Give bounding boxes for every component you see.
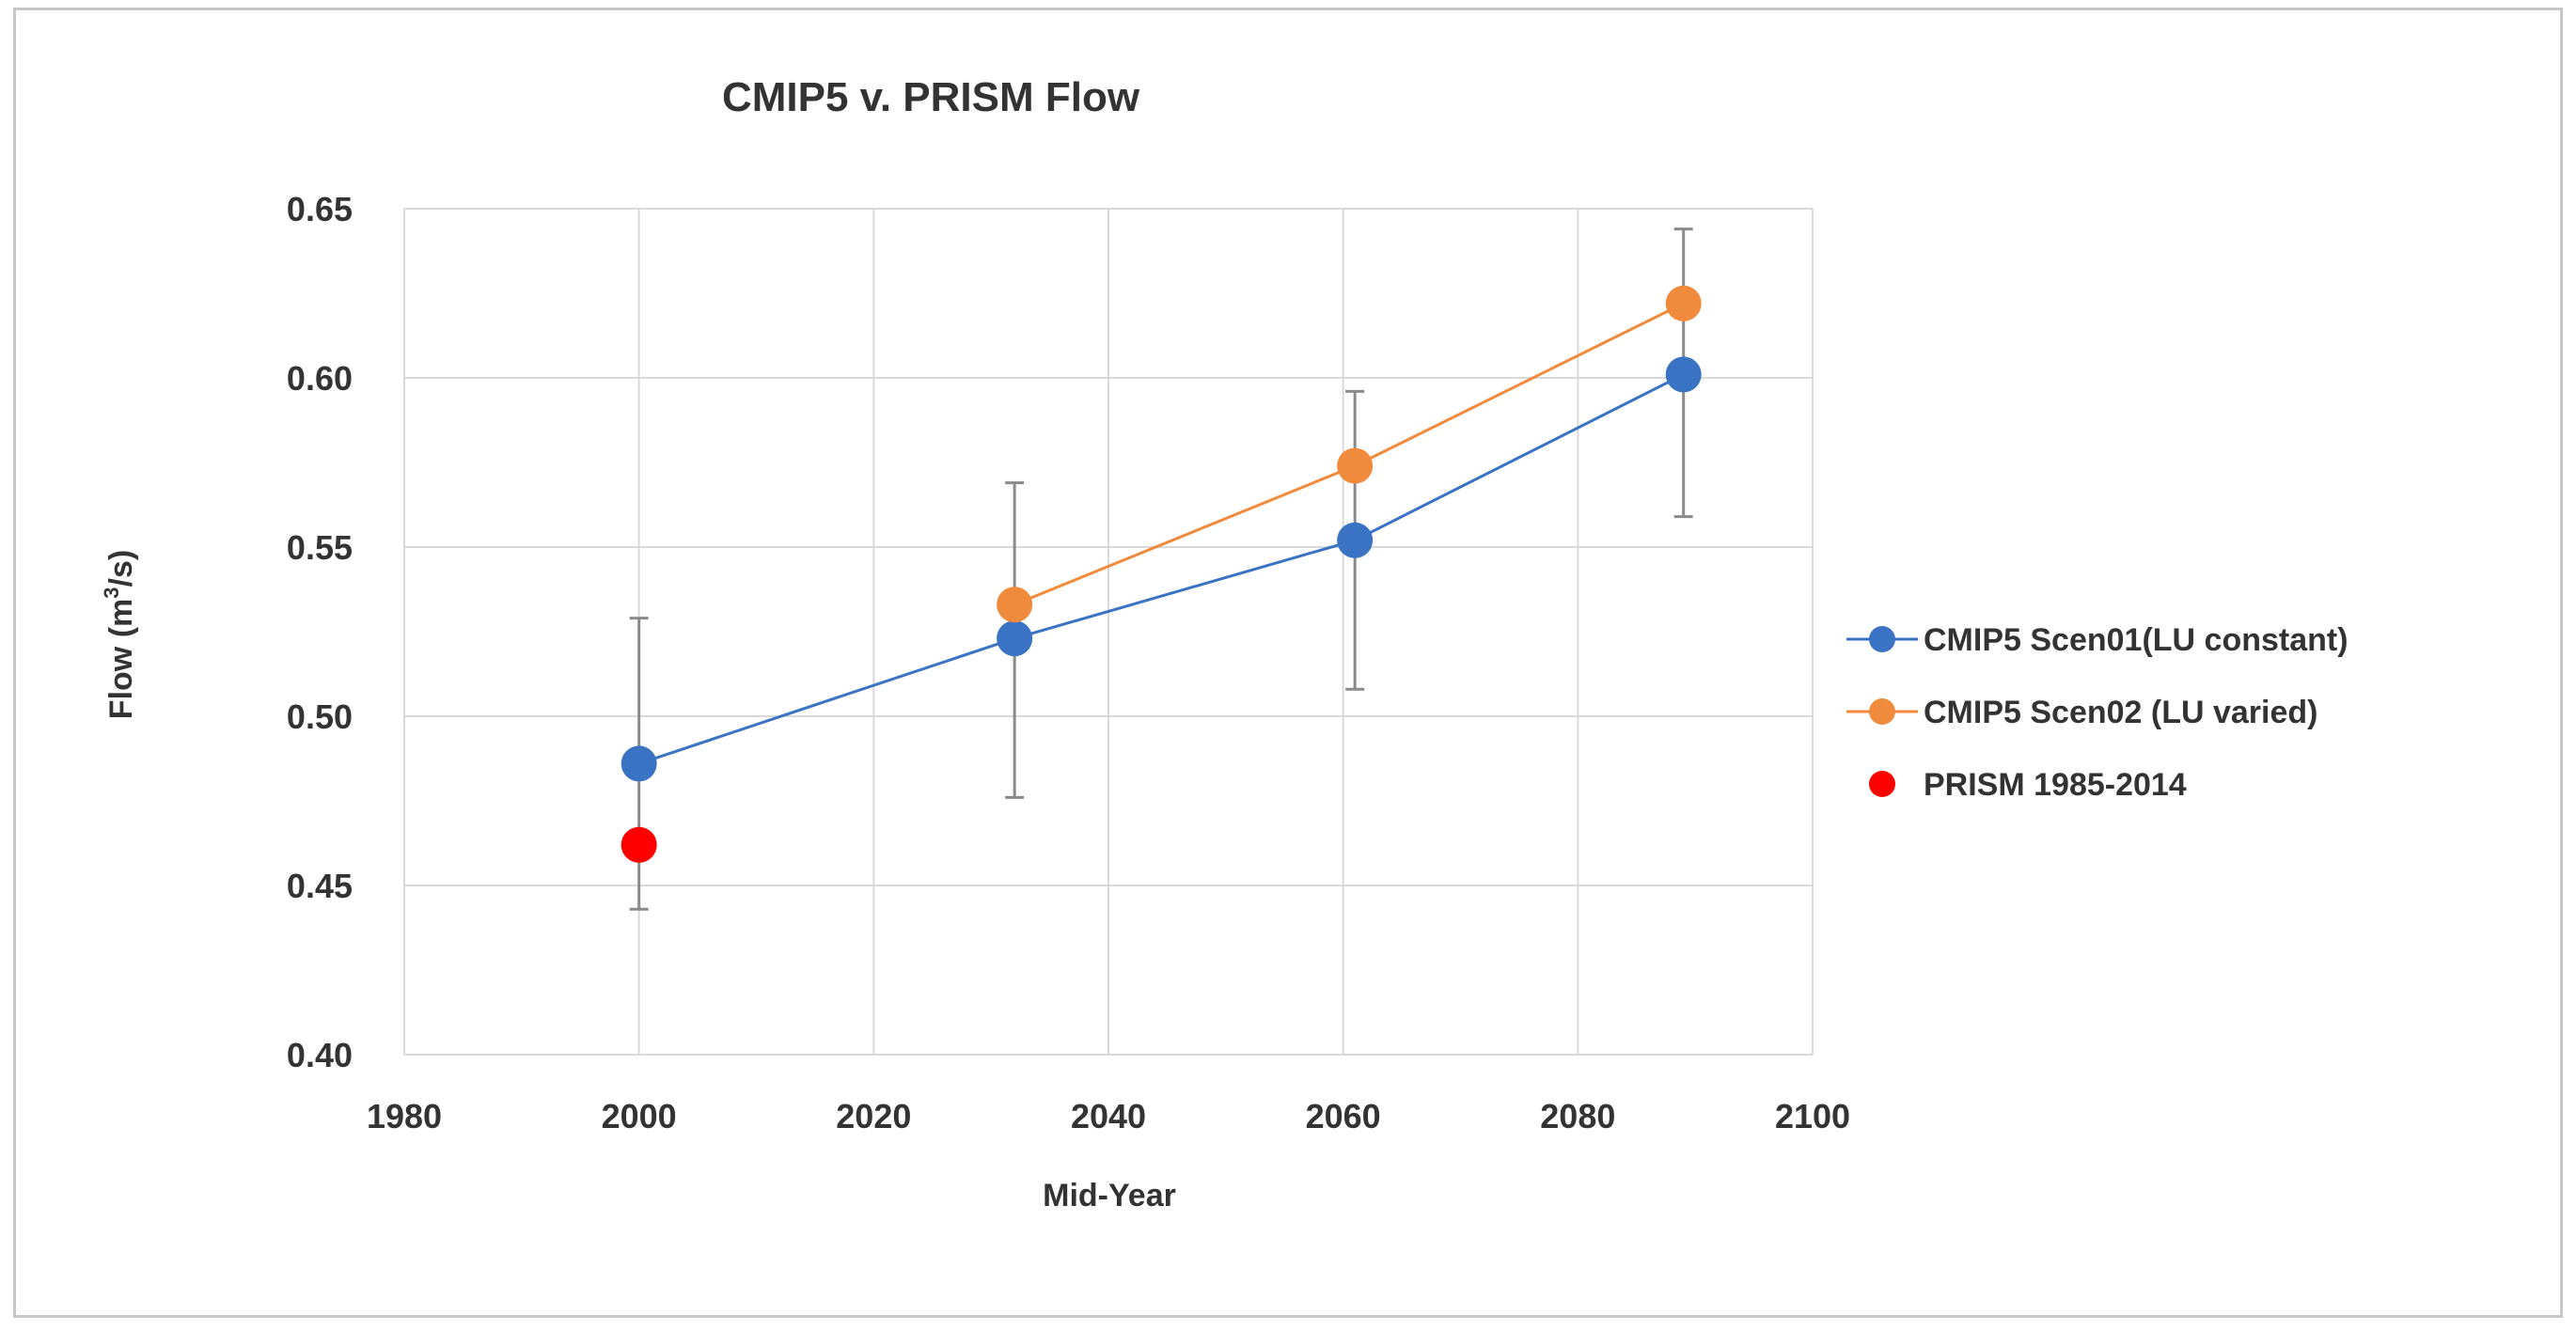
x-tick-label: 2080 — [1540, 1097, 1615, 1135]
chart-frame — [13, 8, 2563, 1318]
x-tick-label: 2100 — [1775, 1097, 1850, 1135]
series-1-point — [620, 745, 657, 782]
series-1-point — [1337, 522, 1374, 558]
series-1-point — [997, 620, 1033, 657]
legend-label: CMIP5 Scen02 (LU varied) — [1924, 695, 2317, 730]
y-tick-label: 0.50 — [287, 697, 353, 736]
y-axis-label: Flow (m3/s) — [100, 550, 139, 719]
legend-swatch-marker — [1869, 626, 1895, 652]
legend-label: PRISM 1985-2014 — [1924, 767, 2187, 803]
legend-swatch-marker — [1869, 698, 1895, 725]
x-tick-label: 2000 — [602, 1097, 677, 1135]
legend-label: CMIP5 Scen01(LU constant) — [1924, 622, 2348, 658]
y-tick-label: 0.40 — [287, 1036, 353, 1074]
x-tick-label: 2060 — [1306, 1097, 1381, 1135]
x-tick-label: 1980 — [367, 1097, 442, 1135]
x-tick-label: 2020 — [836, 1097, 911, 1135]
y-axis-label-superscript: 3 — [100, 587, 123, 599]
series-3-point — [620, 826, 657, 863]
y-axis-label-prefix: Flow (m — [103, 599, 139, 719]
legend: CMIP5 Scen01(LU constant) CMIP5 Scen02 (L… — [1846, 622, 2348, 803]
series-2-point — [1337, 447, 1374, 484]
y-tick-label: 0.55 — [287, 528, 353, 567]
x-tick-label: 2040 — [1071, 1097, 1146, 1135]
series-lines — [638, 302, 1685, 765]
y-tick-label: 0.65 — [287, 190, 353, 228]
legend-swatch-marker — [1869, 771, 1895, 797]
x-tick-labels: 1980 2000 2020 2040 2060 2080 2100 — [367, 1097, 1850, 1135]
y-axis-label-suffix: /s) — [103, 550, 139, 587]
series-1-point — [1665, 356, 1702, 393]
error-bars — [629, 227, 1693, 911]
data-markers — [620, 285, 1702, 863]
y-tick-labels: 0.40 0.45 0.50 0.55 0.60 0.65 — [287, 190, 353, 1074]
y-tick-label: 0.45 — [287, 867, 353, 905]
chart-title: CMIP5 v. PRISM Flow — [722, 74, 1140, 120]
series-2-point — [997, 587, 1033, 623]
series-1-line — [638, 373, 1685, 765]
grid — [403, 208, 1814, 1056]
x-axis-label: Mid-Year — [1043, 1178, 1176, 1214]
series-2-point — [1665, 285, 1702, 321]
y-tick-label: 0.60 — [287, 359, 353, 398]
